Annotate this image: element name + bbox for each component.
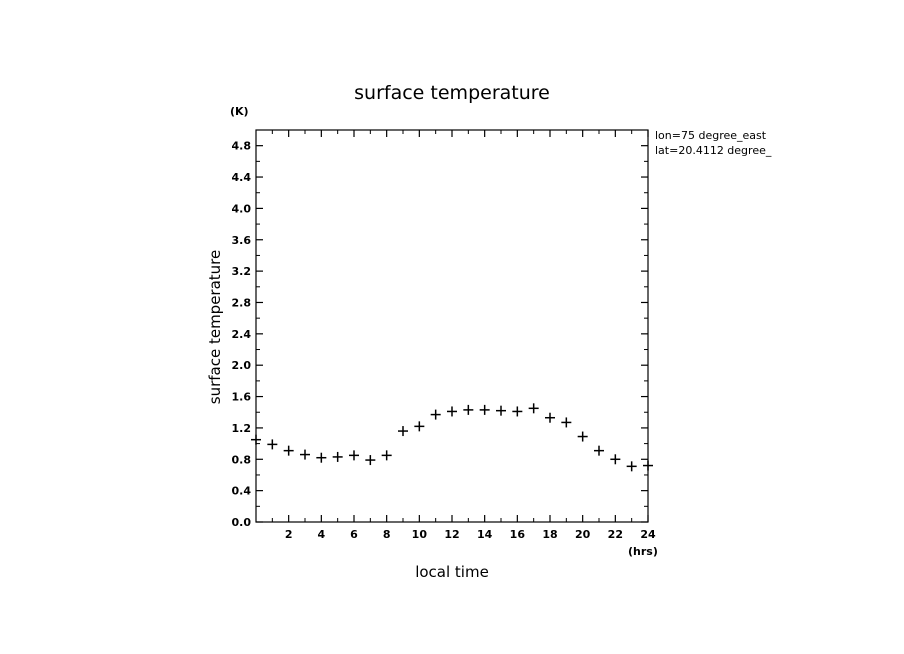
x-tick-label: 14	[477, 528, 493, 541]
data-point	[643, 460, 653, 471]
y-axis-title: surface temperature	[206, 250, 224, 405]
y-tick-label: 0.0	[232, 516, 252, 529]
data-point	[365, 455, 376, 466]
axis-ticks: 0.0 0.4 0.8 1.2 1.6 2.0 2.4 2.8 3.2 3.6 4.0 4.4 4.8 2…	[232, 130, 656, 541]
x-tick-label: 24	[640, 528, 656, 541]
y-tick-label: 4.4	[232, 171, 252, 184]
data-point	[561, 417, 572, 428]
y-unit-label: (K)	[230, 105, 249, 118]
chart-title: surface temperature	[354, 82, 550, 104]
data-point	[610, 454, 621, 465]
data-point	[251, 434, 261, 445]
data-point	[398, 426, 408, 437]
annotation-lon: lon=75 degree_east	[655, 129, 767, 142]
x-tick-label: 4	[318, 528, 326, 541]
y-tick-label: 3.2	[232, 265, 252, 278]
data-point	[512, 406, 523, 417]
data-point	[528, 403, 539, 414]
y-tick-label: 1.6	[232, 391, 252, 404]
x-tick-label: 16	[510, 528, 526, 541]
y-tick-label: 0.8	[232, 453, 252, 466]
data-point	[267, 439, 278, 450]
y-tick-label: 3.6	[232, 234, 252, 247]
x-tick-label: 8	[383, 528, 391, 541]
data-point	[594, 445, 604, 456]
x-tick-label: 12	[444, 528, 459, 541]
y-tick-label: 2.8	[232, 296, 252, 309]
data-point	[626, 461, 637, 472]
annotation-lat: lat=20.4112 degree_	[655, 144, 772, 157]
x-tick-label: 6	[350, 528, 358, 541]
data-point	[414, 421, 425, 432]
data-point	[479, 404, 490, 415]
data-point	[430, 409, 441, 420]
y-tick-label: 2.4	[232, 328, 252, 341]
x-tick-label: 2	[285, 528, 293, 541]
x-axis-title: local time	[415, 563, 489, 581]
data-point	[349, 450, 359, 461]
data-point	[496, 405, 506, 416]
data-point	[463, 404, 474, 415]
data-point	[332, 451, 343, 462]
data-point	[316, 452, 327, 463]
data-point	[381, 450, 392, 461]
data-point	[283, 445, 294, 456]
x-unit-label: (hrs)	[628, 545, 658, 558]
y-tick-label: 2.0	[232, 359, 252, 372]
y-tick-label: 4.8	[232, 140, 252, 153]
data-points	[251, 403, 653, 472]
y-tick-label: 0.4	[232, 485, 252, 498]
y-tick-label: 4.0	[232, 202, 252, 215]
data-point	[300, 449, 310, 460]
y-tick-label: 1.2	[232, 422, 252, 435]
x-tick-label: 10	[412, 528, 428, 541]
data-point	[447, 406, 457, 417]
x-tick-label: 22	[608, 528, 623, 541]
x-tick-label: 20	[575, 528, 591, 541]
x-tick-label: 18	[542, 528, 557, 541]
data-point	[545, 412, 555, 423]
data-point	[577, 431, 588, 442]
